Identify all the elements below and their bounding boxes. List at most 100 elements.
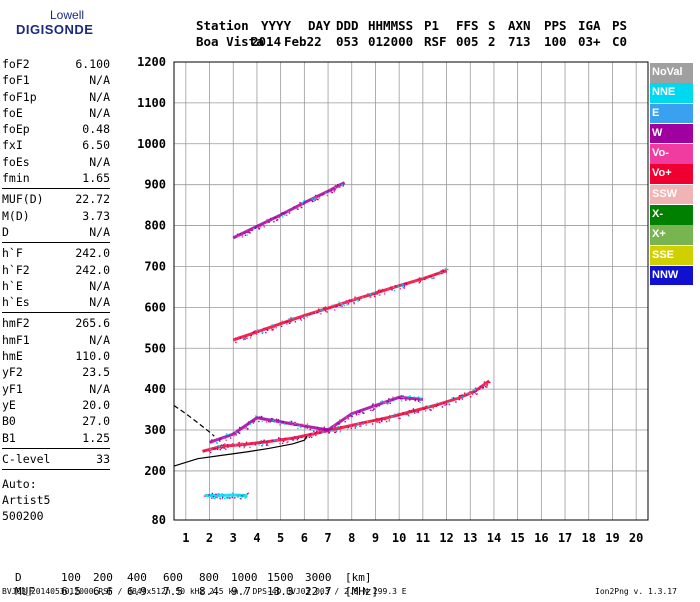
echo-point [246,427,247,428]
echo-point [237,496,238,497]
echo-point [386,403,387,404]
echo-point [289,323,290,324]
echo-point [292,424,293,425]
plot-frame [174,62,648,520]
echo-point [315,195,316,196]
echo-point [402,286,403,287]
x-tick-label: 7 [324,531,331,545]
echo-point [265,332,266,333]
echo-point [277,420,278,421]
echo-point [213,448,214,449]
echo-point [305,426,306,427]
echo-point [479,389,480,390]
echo-point [291,421,292,422]
echo-point [400,288,401,289]
echo-point [399,398,400,399]
legend-item: SSE [650,246,693,266]
echo-point [227,434,228,435]
echo-point [437,404,438,405]
echo-point [366,422,367,423]
echo-point [378,405,379,406]
x-tick-label: 6 [301,531,308,545]
echo-point [235,444,236,445]
echo-point [221,493,222,494]
echo-point [267,445,268,446]
echo-point [281,326,282,327]
echo-point [245,497,246,498]
echo-point [317,427,318,428]
echo-point [472,394,473,395]
echo-point [404,285,405,286]
echo-point [378,290,379,291]
echo-point [258,227,259,228]
echo-trace [233,268,448,343]
echo-point [381,420,382,421]
echo-point [413,408,414,409]
echo-point [335,187,336,188]
echo-point [359,412,360,413]
echo-point [208,494,209,495]
echo-point [262,444,263,445]
echo-point [232,497,233,498]
echo-point [418,410,419,411]
x-tick-label: 1 [182,531,189,545]
echo-point [290,321,291,322]
echo-point [293,439,294,440]
echo-point [419,402,420,403]
echo-point [405,414,406,415]
echo-point [263,439,264,440]
echo-point [370,294,371,295]
echo-point [313,197,314,198]
echo-point [356,413,357,414]
echo-point [425,410,426,411]
echo-point [249,447,250,448]
echo-point [422,277,423,278]
echo-point [277,439,278,440]
echo-point [245,337,246,338]
echo-point [311,429,312,430]
echo-point [360,412,361,413]
echo-point [302,203,303,204]
echo-point [225,440,226,441]
echo-point [487,384,488,385]
echo-point [307,425,308,426]
echo-point [348,301,349,302]
echo-point [339,187,340,188]
echo-point [298,438,299,439]
echo-point [263,329,264,330]
echo-point [322,310,323,311]
echo-point [348,427,349,428]
echo-point [367,421,368,422]
echo-point [227,444,228,445]
echo-point [266,443,267,444]
echo-point [406,284,407,285]
echo-point [353,299,354,300]
echo-point [311,437,312,438]
echo-point [244,447,245,448]
echo-point [313,431,314,432]
echo-point [344,421,345,422]
echo-point [337,184,338,185]
echo-point [303,203,304,204]
echo-point [404,283,405,284]
echo-traces [174,183,491,500]
echo-point [339,183,340,184]
echo-point [459,395,460,396]
echo-point [433,407,434,408]
echo-point [372,403,373,404]
echo-point [314,198,315,199]
echo-point [355,427,356,428]
echo-point [289,421,290,422]
echo-point [282,443,283,444]
echo-point [476,390,477,391]
echo-point [372,420,373,421]
echo-point [294,436,295,437]
echo-point [271,328,272,329]
echo-point [322,194,323,195]
echo-point [304,315,305,316]
echo-point [348,303,349,304]
y-tick-label: 500 [144,341,166,355]
echo-point [373,408,374,409]
source-info: BVJ03_2014053012000.RSF / 384fx512h 50 k… [2,587,407,596]
echo-point [428,406,429,407]
